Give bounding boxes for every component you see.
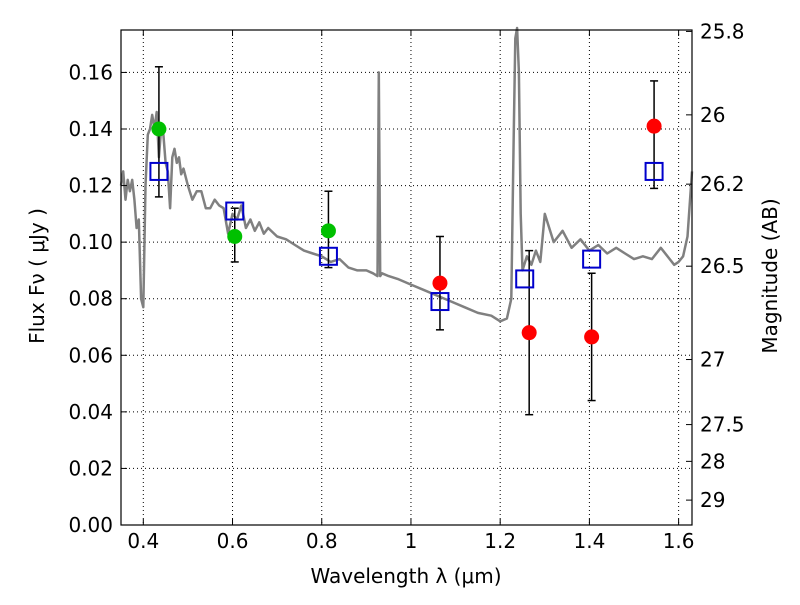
y-tick-label: 0.16	[68, 60, 113, 84]
data-point-circle	[151, 121, 167, 137]
y-right-tick-label: 27	[700, 348, 725, 372]
plot-frame	[120, 29, 693, 526]
y-tick-label: 0.08	[68, 287, 113, 311]
y-tick-label: 0.12	[68, 174, 113, 198]
y-tick-label: 0.10	[68, 230, 113, 254]
y-right-axis-label: Magnitude (AB)	[758, 198, 782, 353]
data-point-circle	[227, 228, 243, 244]
data-point-square	[430, 292, 450, 312]
y-axis-label: Flux Fν ( μJy )	[25, 208, 49, 344]
y-right-tick-label: 26.2	[700, 172, 745, 196]
x-tick-label: 0.8	[306, 529, 338, 553]
x-axis-label: Wavelength λ (μm)	[310, 564, 501, 588]
data-point-circle	[584, 329, 600, 345]
y-right-tick-label: 27.5	[700, 413, 745, 437]
x-tick-label: 1	[405, 529, 418, 553]
data-point-square	[644, 161, 664, 181]
y-tick-label: 0.02	[68, 456, 113, 480]
y-right-tick-label: 29	[700, 488, 725, 512]
y-right-tick-label: 26	[700, 103, 725, 127]
x-tick-label: 1.6	[663, 529, 695, 553]
y-tick-label: 0.04	[68, 400, 113, 424]
y-right-tick-label: 28	[700, 449, 725, 473]
x-tick-label: 0.6	[217, 529, 249, 553]
grid	[121, 30, 692, 526]
axes: 0.4 0.6 0.8 1 1.2 1.4 1.6 0.00 0.02 0.04 0.06 0.08 0…	[68, 19, 744, 553]
data-point-square	[582, 249, 602, 269]
x-tick-label: 1.4	[573, 529, 605, 553]
y-tick-label: 0.14	[68, 117, 113, 141]
data-point-square	[318, 246, 338, 266]
y-tick-label: 0.06	[68, 343, 113, 367]
model-spectrum-line	[119, 26, 694, 323]
data-point-square	[515, 269, 535, 289]
y-tick-label: 0.00	[68, 513, 113, 537]
y-right-tick-label: 25.8	[700, 19, 745, 43]
x-tick-label: 0.4	[127, 529, 159, 553]
data-point-circle	[320, 223, 336, 239]
data-point-square	[149, 161, 169, 181]
series-layer	[119, 26, 694, 416]
data-point-circle	[432, 275, 448, 291]
data-point-circle	[646, 118, 662, 134]
data-point-circle	[521, 325, 537, 341]
y-right-tick-label: 26.5	[700, 254, 745, 278]
x-tick-label: 1.2	[484, 529, 516, 553]
data-point-square	[225, 201, 245, 221]
